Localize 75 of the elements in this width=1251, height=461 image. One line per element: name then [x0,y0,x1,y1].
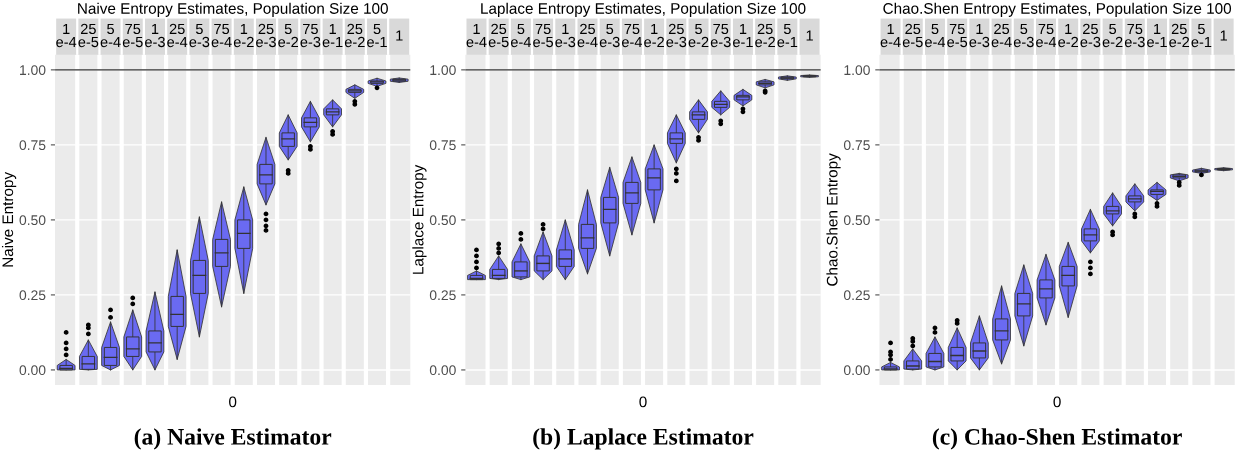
x-tick-label: 1 e-3 [555,23,576,48]
x-tick-label: 5 e-1 [367,23,387,48]
x-tick-label: 75 e-4 [211,23,232,48]
x-axis-title: 0 [229,396,237,408]
y-tick-label: 0.75 [843,140,870,151]
x-axis-title: 0 [639,396,647,408]
x-tick-label: 1 e-3 [969,23,990,48]
x-tick-label: 75 e-4 [1036,23,1057,48]
x-tick-label: 5 e-4 [925,23,946,48]
x-tick-label: 1 e-2 [233,23,254,48]
x-tick-label: 1 e-1 [322,23,343,48]
x-tick-label: 25 e-2 [344,23,365,48]
x-tick-label: 25 e-4 [991,23,1012,48]
x-tick-label: 1 [1220,30,1227,41]
y-tick-label: 0.50 [843,215,870,226]
y-axis-title: Laplace Entropy [412,164,427,274]
x-tick-label: 75 e-3 [710,23,731,48]
x-tick-label: 1 e-2 [1058,23,1079,48]
x-tick-label: 5 e-2 [278,23,299,48]
y-tick-label: 0.00 [19,365,46,376]
chart-title: Naive Entropy Estimates, Population Size 100 [78,2,388,17]
text: (b) Laplace Estimator [533,428,754,450]
y-tick-label: 0.75 [429,140,456,151]
y-tick-label: 0.75 [19,140,46,151]
x-tick-label: 25 e-2 [1169,23,1190,48]
y-tick-label: 0.50 [19,215,46,226]
x-tick-label: 75 e-3 [1124,23,1145,48]
chart-title: Chao.Shen Entropy Estimates, Population Size 100 [883,2,1232,17]
x-tick-label: 5 e-4 [510,23,531,48]
y-tick-label: 0.25 [429,290,456,301]
x-tick-label: 75 e-5 [533,23,554,48]
x-tick-label: 5 e-3 [1013,23,1034,48]
x-tick-label: 25 e-4 [577,23,598,48]
x-tick-label: 1 e-4 [466,23,487,48]
x-tick-label: 5 e-1 [1191,23,1212,48]
x-tick-label: 5 e-2 [688,23,709,48]
x-tick-label: 1 e-3 [145,23,165,48]
x-tick-label: 1 e-4 [56,23,77,48]
x-tick-label: 1 e-1 [1147,23,1167,48]
x-tick-label: 25 e-2 [755,23,775,48]
x-tick-label: 75 e-4 [621,23,643,48]
y-tick-label: 1.00 [20,65,46,76]
x-tick-label: 5 e-4 [100,23,121,48]
x-tick-label: 5 e-3 [599,23,620,48]
x-tick-label: 75 e-3 [300,23,321,48]
y-axis-title: Chao.Shen Entropy [826,153,841,286]
x-tick-label: 25 e-5 [488,23,509,48]
x-tick-label: 25 e-3 [256,23,276,48]
x-tick-label: 75 e-5 [947,23,968,48]
x-tick-label: 25 e-3 [1080,23,1101,48]
y-tick-label: 0.50 [429,215,456,226]
x-tick-label: 25 e-5 [902,23,923,48]
y-tick-label: 0.25 [843,290,870,301]
y-tick-label: 0.00 [429,365,456,376]
x-tick-label: 1 [396,30,403,41]
x-tick-label: 1 e-2 [644,23,664,48]
x-tick-label: 5 e-1 [777,23,798,48]
x-tick-label: 5 e-2 [1102,23,1123,48]
chart-title: Laplace Entropy Estimates, Population Size 100 [481,2,806,17]
x-tick-label: 1 e-1 [733,23,753,48]
y-tick-label: 1.00 [430,65,456,76]
y-tick-label: 0.25 [19,290,46,301]
y-tick-label: 1.00 [844,65,870,76]
text: (c) Chao-Shen Estimator [932,428,1182,450]
y-axis-title: Naive Entropy [1,171,17,267]
x-axis-title: 0 [1053,396,1061,408]
x-tick-label: 1 e-4 [880,23,901,48]
x-tick-label: 75 e-5 [122,23,143,48]
x-tick-label: 1 [806,30,813,41]
text: (a) Naive Estimator [134,428,332,450]
x-tick-label: 25 e-3 [666,23,687,48]
x-tick-label: 5 e-3 [189,23,210,48]
x-tick-label: 25 e-5 [78,23,99,48]
x-tick-label: 25 e-4 [167,23,188,48]
y-tick-label: 0.00 [843,365,870,376]
